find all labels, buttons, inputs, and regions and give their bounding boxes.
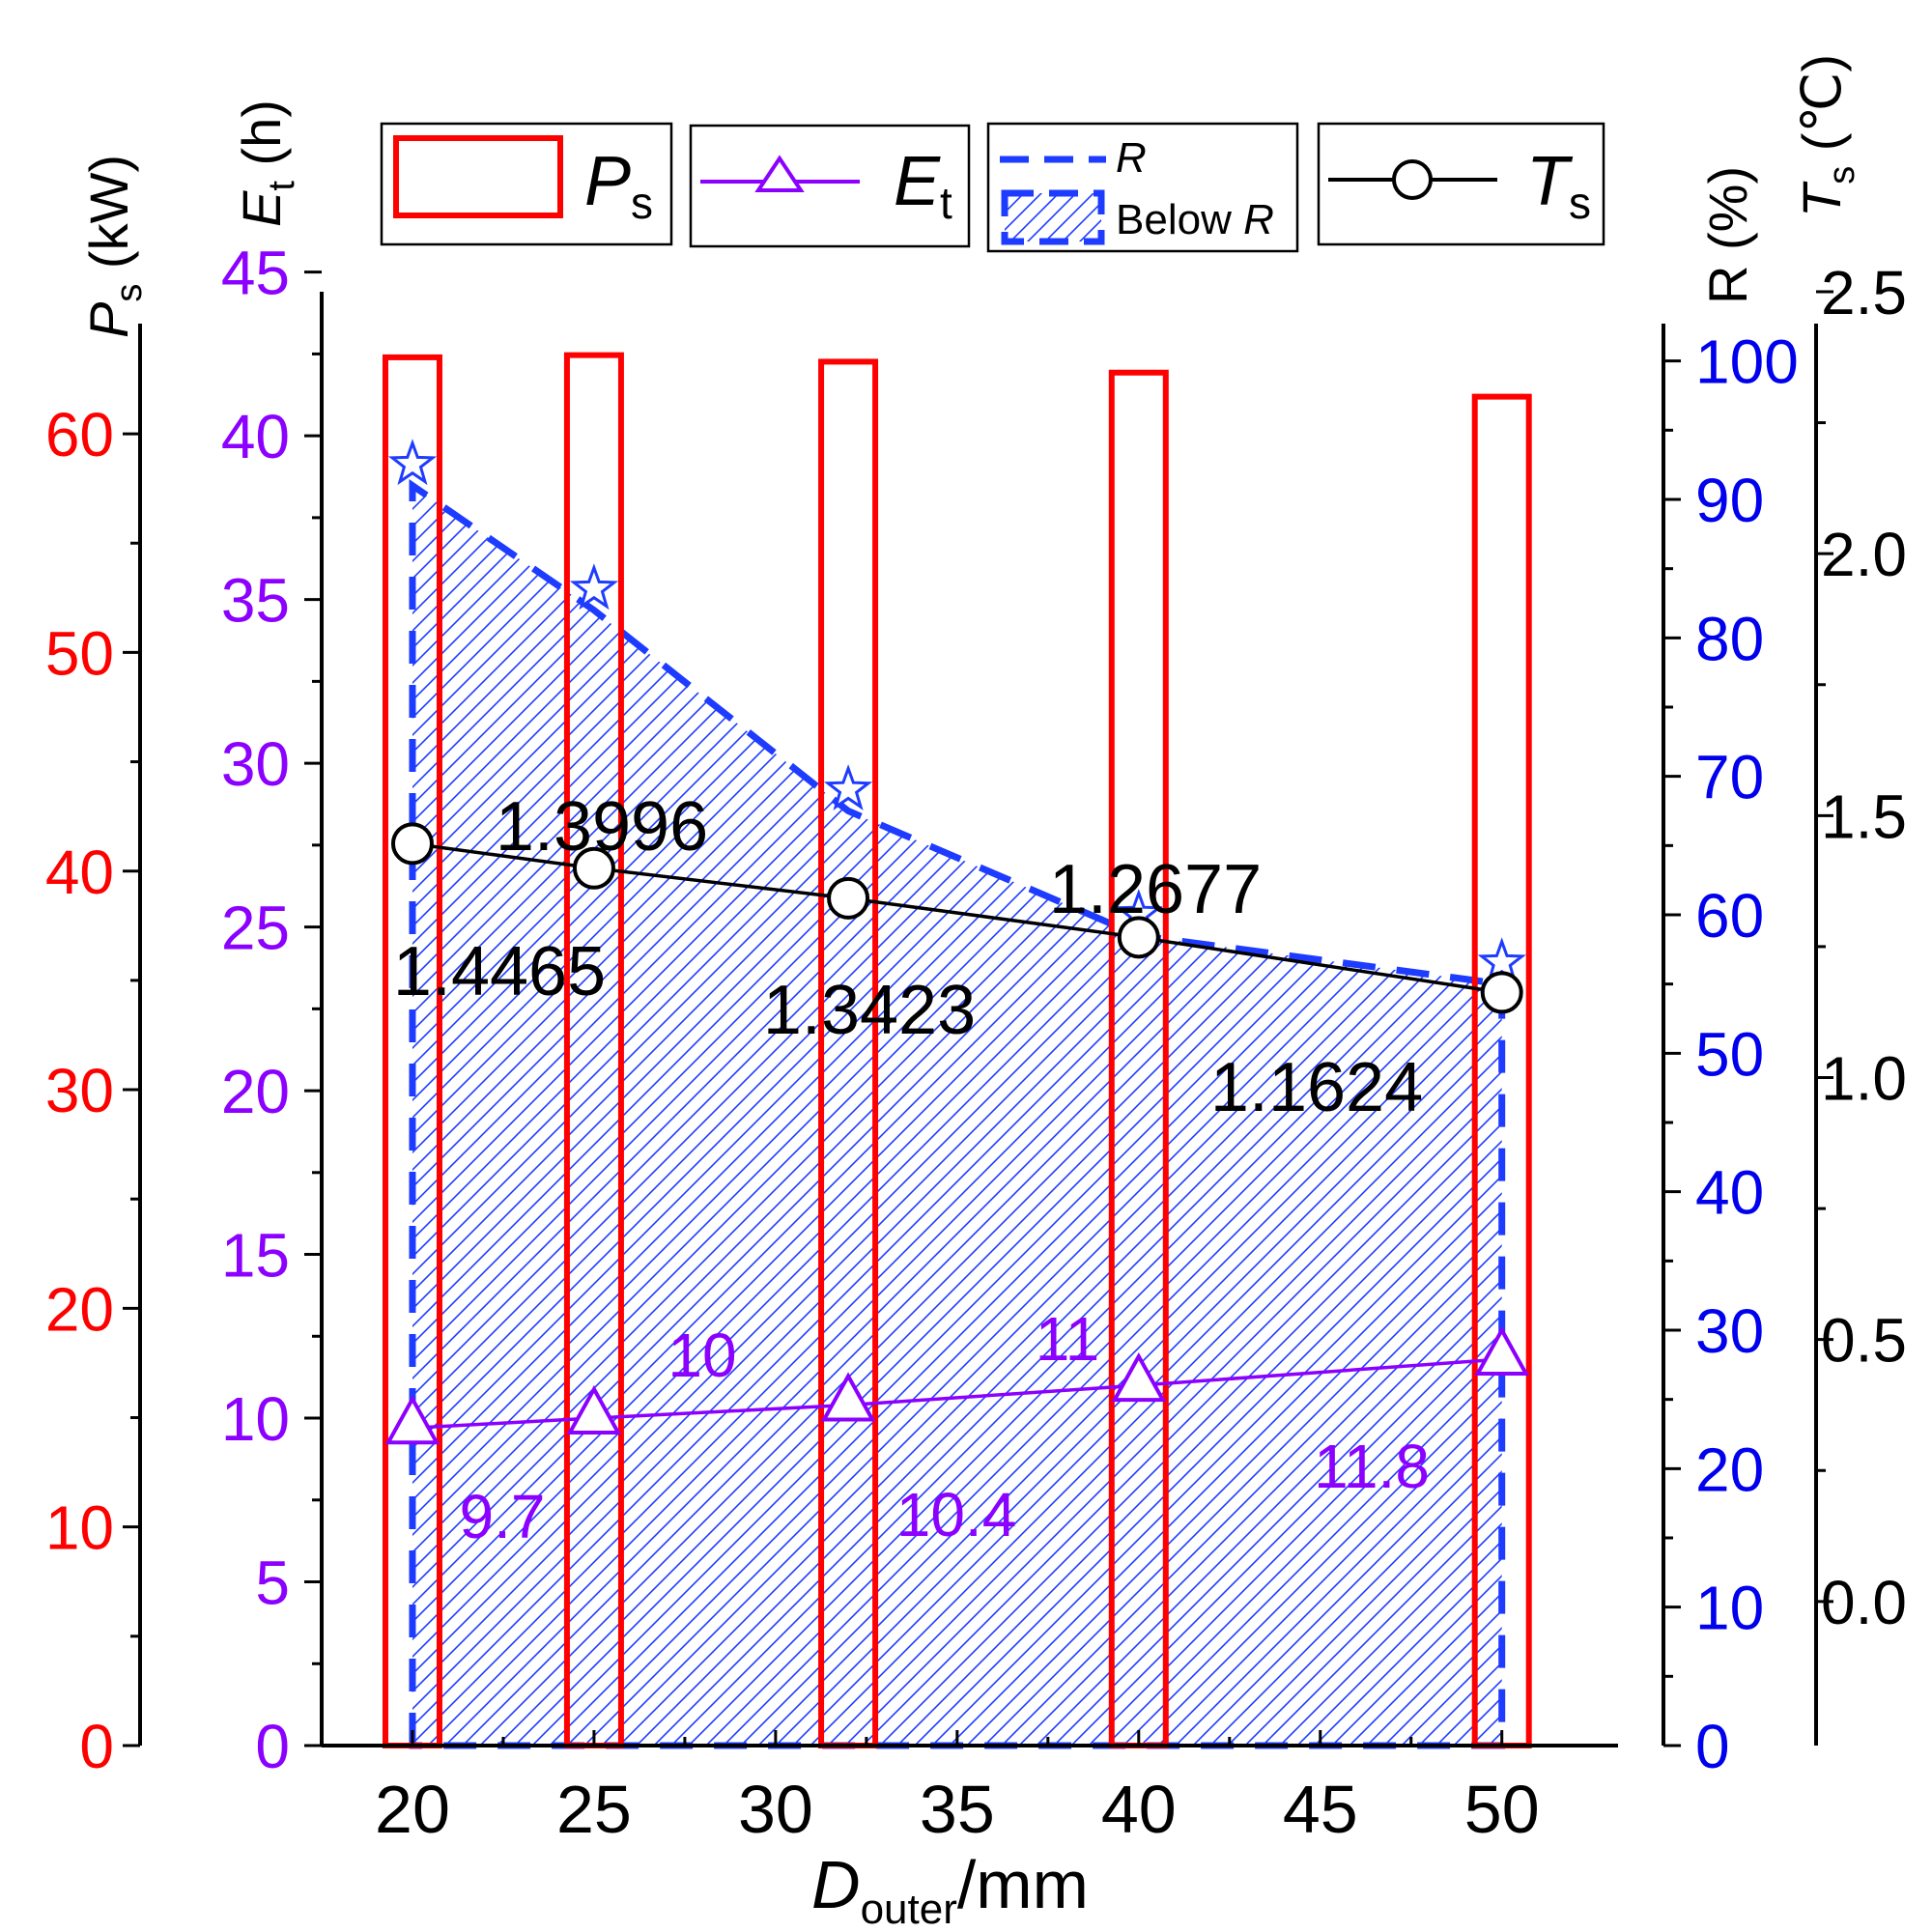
ts-tick-label-0: 0.0 [1821, 1568, 1907, 1637]
legend-item-et: Et [689, 124, 971, 248]
svg-text:R: R [1116, 134, 1147, 182]
r-area-layer [387, 439, 1526, 1749]
ps-tick-label-4: 40 [45, 838, 114, 907]
legend: Ps Et R Below R Ts [380, 122, 1605, 253]
et-data-label-3: 11 [1036, 1304, 1099, 1374]
r-tick-label-0: 0 [1695, 1712, 1730, 1781]
ps-tick-label-3: 30 [45, 1056, 114, 1125]
svg-text:Ps: Ps [584, 143, 653, 228]
x-tick-label-2: 30 [738, 1772, 813, 1847]
r-axis-title: R (%) [1697, 166, 1758, 304]
legend-ps-swatch [393, 135, 563, 218]
et-tick-label-6: 30 [221, 729, 290, 799]
x-axis-title: Douter/mm [811, 1847, 1089, 1932]
r-point-marker-0 [387, 439, 438, 486]
ts-point-marker-0 [390, 822, 434, 866]
r-tick-label-4: 40 [1695, 1158, 1764, 1228]
ts-axis-title: Ts (℃) [1791, 54, 1862, 217]
ts-tick-label-2: 1.0 [1821, 1044, 1907, 1114]
r-tick-label-7: 70 [1695, 743, 1764, 812]
ts-point-marker-2 [827, 876, 870, 920]
legend-item-ps: Ps [380, 122, 673, 246]
ps-tick-label-1: 10 [45, 1493, 114, 1563]
et-tick-label-4: 20 [221, 1057, 290, 1126]
legend-ts-marker [1392, 159, 1433, 200]
ps-tick-label-0: 0 [79, 1712, 114, 1781]
r-tick-label-9: 90 [1695, 466, 1764, 535]
r-tick-label-1: 10 [1695, 1574, 1764, 1643]
et-tick-label-7: 35 [221, 566, 290, 636]
et-point-marker-4 [1474, 1325, 1530, 1377]
ts-tick-label-5: 2.5 [1821, 258, 1907, 327]
r-area-fill [412, 485, 1502, 1747]
r-tick-label-2: 20 [1695, 1435, 1764, 1504]
x-tick-label-6: 50 [1464, 1772, 1540, 1847]
ts-data-label-3: 1.2677 [1049, 851, 1262, 928]
ts-tick-label-4: 2.0 [1821, 520, 1907, 589]
ps-tick-label-2: 20 [45, 1274, 114, 1344]
x-tick-label-5: 45 [1283, 1772, 1358, 1847]
ts-data-label-2: 1.3423 [763, 972, 976, 1049]
et-point-marker-1 [566, 1384, 622, 1435]
svg-text:Et: Et [894, 143, 952, 228]
et-point-marker-0 [384, 1395, 440, 1445]
ts-point-marker-1 [572, 846, 615, 890]
et-tick-label-2: 10 [221, 1384, 290, 1454]
legend-item-r: R Below R [986, 122, 1299, 253]
ps-tick-label-5: 50 [45, 618, 114, 688]
et-axis-title: Et (h) [231, 99, 302, 227]
ts-data-label-1: 1.3996 [496, 788, 708, 866]
axes-layer: 20 25 30 35 40 45 50 0 10 20 30 40 50 60 0 5 10 15 20 25 30 3… [45, 239, 1907, 1847]
ps-tick-label-6: 60 [45, 400, 114, 469]
ts-point-marker-3 [1117, 916, 1160, 959]
lines-layer: 9.7 10 10.4 11 11.8 1.4465 1.3996 1.3423 1.2677 1… [384, 788, 1530, 1551]
et-point-marker-2 [820, 1372, 876, 1422]
svg-text:Below R: Below R [1116, 196, 1274, 243]
legend-r-area-swatch [1001, 189, 1105, 245]
ts-tick-label-3: 1.5 [1821, 781, 1907, 851]
r-tick-label-5: 50 [1695, 1019, 1764, 1089]
ts-data-label-0: 1.4465 [393, 933, 606, 1010]
et-data-label-1: 10 [668, 1321, 736, 1390]
ps-axis-title: Ps (kW) [78, 155, 150, 338]
et-data-label-2: 10.4 [896, 1480, 1017, 1549]
et-tick-label-1: 5 [255, 1548, 290, 1618]
et-data-label-4: 11.8 [1314, 1432, 1430, 1501]
et-data-label-0: 9.7 [460, 1482, 546, 1551]
et-tick-label-8: 40 [221, 402, 290, 471]
r-area-boundary [409, 479, 1506, 1749]
legend-item-ts: Ts [1317, 122, 1605, 246]
r-tick-label-8: 80 [1695, 604, 1764, 673]
x-tick-label-0: 20 [375, 1772, 450, 1847]
et-tick-label-3: 15 [221, 1221, 290, 1291]
r-tick-label-10: 100 [1695, 327, 1799, 397]
ts-tick-label-1: 0.5 [1821, 1306, 1907, 1376]
svg-text:Ts: Ts [1526, 143, 1591, 228]
r-point-marker-1 [569, 563, 619, 611]
x-tick-label-4: 40 [1101, 1772, 1177, 1847]
et-point-marker-3 [1111, 1352, 1167, 1403]
et-tick-label-5: 25 [221, 894, 290, 963]
r-tick-label-6: 60 [1695, 881, 1764, 951]
r-tick-label-3: 30 [1695, 1296, 1764, 1366]
ts-point-marker-4 [1480, 971, 1523, 1014]
x-tick-label-1: 25 [556, 1772, 632, 1847]
legend-et-marker [754, 155, 805, 192]
et-tick-label-0: 0 [255, 1712, 290, 1781]
x-tick-label-3: 35 [920, 1772, 995, 1847]
r-point-marker-2 [823, 764, 873, 810]
ts-data-label-4: 1.1624 [1210, 1049, 1423, 1126]
et-tick-label-9: 45 [221, 239, 290, 308]
